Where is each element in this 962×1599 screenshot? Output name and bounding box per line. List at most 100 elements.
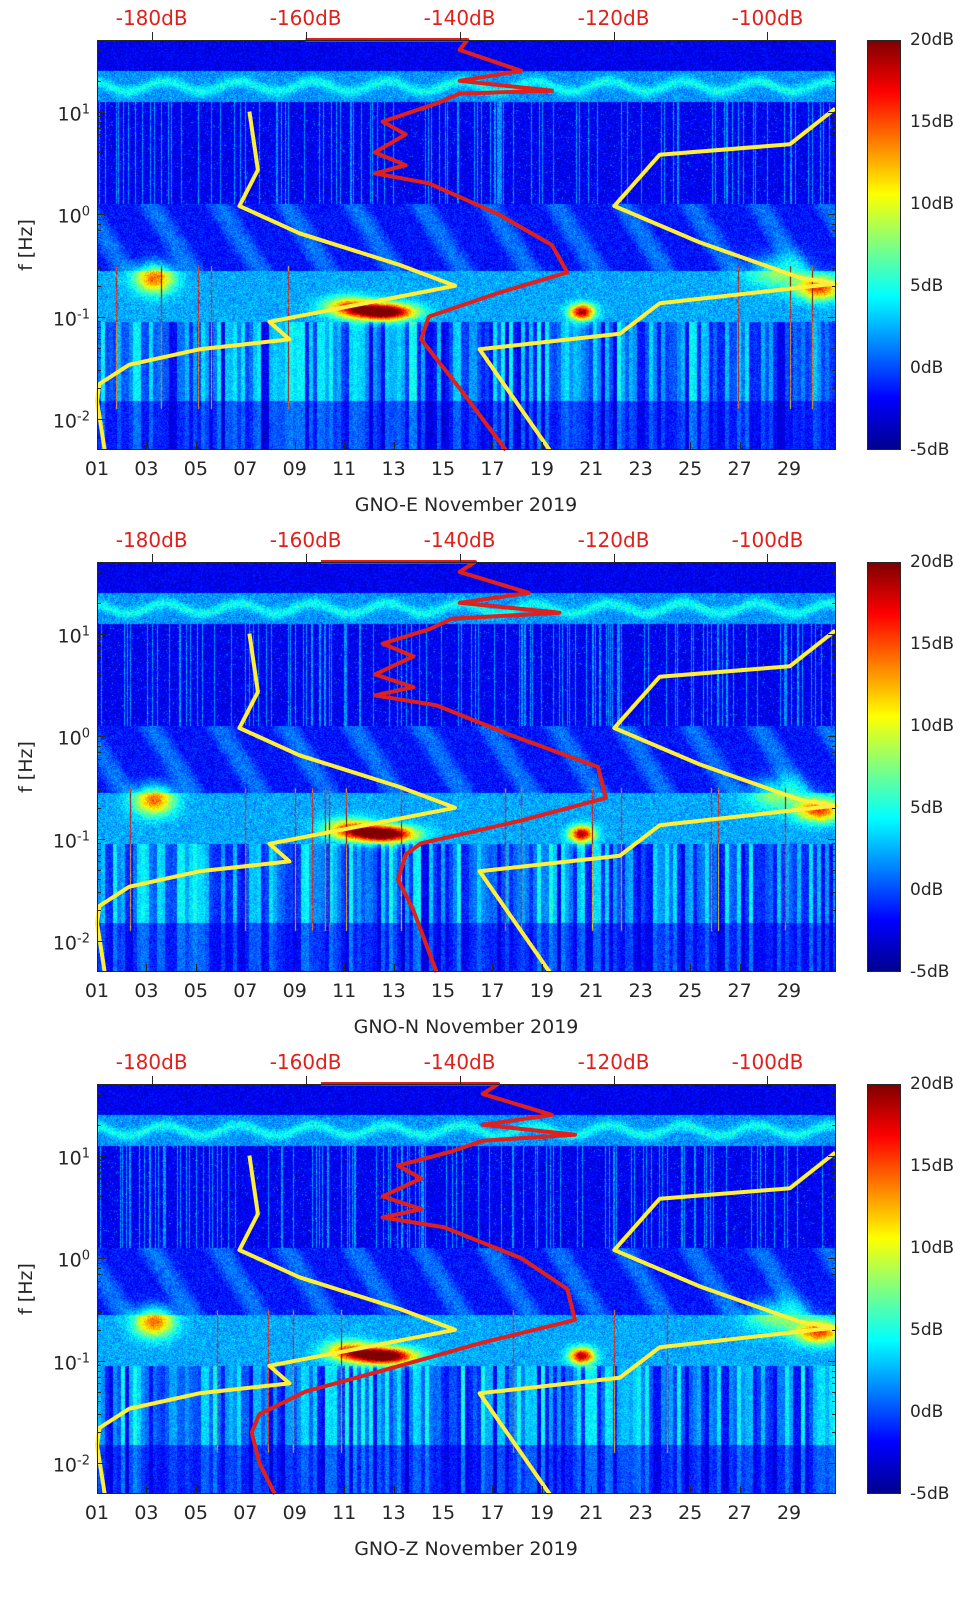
y-tick-exponent: -2 (77, 409, 90, 425)
x-tick-label: 05 (183, 1502, 208, 1524)
y-tick-label: 101 (58, 624, 90, 647)
y-minor-tick (97, 674, 101, 676)
y-minor-tick (97, 746, 101, 748)
x-tick-label: 01 (84, 458, 110, 480)
y-minor-tick (832, 1196, 836, 1198)
y-tick-label: 10-2 (53, 931, 90, 954)
curves-layer (95, 1082, 838, 1496)
y-tick-label: 10-1 (53, 829, 90, 852)
y-minor-tick (97, 879, 101, 881)
top-axis-tick-label: -160dB (269, 1050, 342, 1074)
top-axis-tick-label: -120dB (577, 528, 650, 552)
top-axis-tick-label: -180dB (115, 6, 188, 30)
y-minor-tick (97, 1365, 101, 1367)
y-tick-mark (97, 316, 105, 318)
y-minor-tick (97, 236, 101, 238)
y-minor-tick (832, 584, 836, 586)
x-tick-label: 21 (579, 458, 604, 480)
x-tick-mark (739, 1486, 741, 1494)
y-minor-tick (97, 254, 101, 256)
top-axis-tick-label: -100dB (731, 6, 804, 30)
y-minor-tick (97, 1186, 101, 1188)
noise-model-low-line (95, 633, 457, 973)
x-tick-mark (195, 964, 197, 972)
y-minor-tick (97, 861, 101, 863)
y-tick-label: 100 (58, 1248, 90, 1271)
station-psd-line (305, 38, 570, 452)
y-minor-tick (97, 869, 101, 871)
y-minor-tick (832, 664, 836, 666)
y-minor-tick (832, 121, 836, 123)
y-tick-mark (97, 214, 105, 216)
y-minor-tick (97, 326, 101, 328)
top-axis-tick-label: -160dB (269, 528, 342, 552)
y-minor-tick (832, 767, 836, 768)
y-minor-tick (832, 1093, 836, 1095)
y-minor-tick (97, 1298, 101, 1300)
x-tick-label: 29 (776, 1502, 802, 1524)
y-minor-tick (97, 80, 101, 82)
x-tick-mark (640, 442, 642, 450)
y-minor-tick (832, 602, 836, 604)
x-tick-label: 17 (480, 980, 505, 1002)
top-axis-tick-label: -140dB (423, 528, 496, 552)
x-tick-mark (690, 1486, 692, 1494)
colorbar-tick-label: 5dB (910, 798, 944, 818)
y-tick-base: 10 (57, 1249, 82, 1272)
y-minor-tick (832, 1432, 836, 1434)
y-minor-tick (97, 285, 101, 287)
y-minor-tick (832, 267, 836, 269)
x-axis-label: GNO-Z November 2019 (354, 1538, 578, 1560)
x-tick-mark (492, 442, 494, 450)
y-minor-tick (97, 1084, 101, 1085)
x-tick-mark (541, 964, 543, 972)
y-tick-mark-right (828, 1155, 836, 1157)
y-minor-tick (97, 1093, 101, 1095)
top-axis-tick-mark (767, 32, 769, 40)
x-tick-label: 01 (84, 1502, 110, 1524)
y-minor-tick (832, 1370, 836, 1372)
y-minor-tick (832, 236, 836, 238)
x-tick-label: 19 (529, 458, 554, 480)
x-tick-mark (97, 964, 98, 972)
x-tick-mark (492, 1486, 494, 1494)
y-minor-tick (97, 116, 101, 118)
y-minor-tick (97, 1401, 101, 1403)
y-minor-tick (97, 388, 101, 390)
y-minor-tick (97, 1196, 101, 1198)
y-minor-tick (832, 1383, 836, 1385)
y-minor-tick (97, 121, 101, 123)
y-minor-tick (832, 848, 836, 850)
y-minor-tick (97, 892, 101, 894)
y-tick-label: 101 (58, 102, 90, 125)
x-tick-label: 07 (233, 980, 258, 1002)
y-minor-tick (97, 134, 101, 136)
y-minor-tick (97, 332, 101, 334)
x-tick-mark (195, 442, 197, 450)
y-tick-exponent: 1 (81, 1145, 90, 1161)
y-minor-tick (832, 571, 836, 573)
x-tick-label: 05 (183, 458, 208, 480)
x-tick-mark (541, 442, 543, 450)
y-tick-exponent: -1 (77, 1350, 90, 1366)
x-tick-label: 21 (579, 1502, 604, 1524)
top-axis-tick-mark (151, 32, 153, 40)
x-tick-mark (146, 964, 148, 972)
top-axis-tick-mark (459, 32, 461, 40)
colorbar-tick-label: 10dB (910, 1238, 955, 1258)
colorbar (867, 1084, 901, 1494)
y-minor-tick (97, 267, 101, 269)
x-tick-label: 19 (529, 980, 554, 1002)
y-minor-tick (832, 643, 836, 645)
x-tick-mark (344, 964, 346, 972)
y-minor-tick (832, 892, 836, 894)
y-minor-tick (97, 49, 101, 51)
y-tick-base: 10 (52, 308, 78, 331)
x-tick-label: 11 (332, 458, 357, 480)
x-tick-label: 19 (529, 1502, 554, 1524)
top-axis-tick-label: -180dB (115, 528, 188, 552)
colorbar-tick-label: 15dB (910, 1156, 955, 1176)
x-tick-mark (739, 442, 741, 450)
y-tick-base: 10 (52, 830, 78, 853)
curves-layer (95, 560, 838, 974)
